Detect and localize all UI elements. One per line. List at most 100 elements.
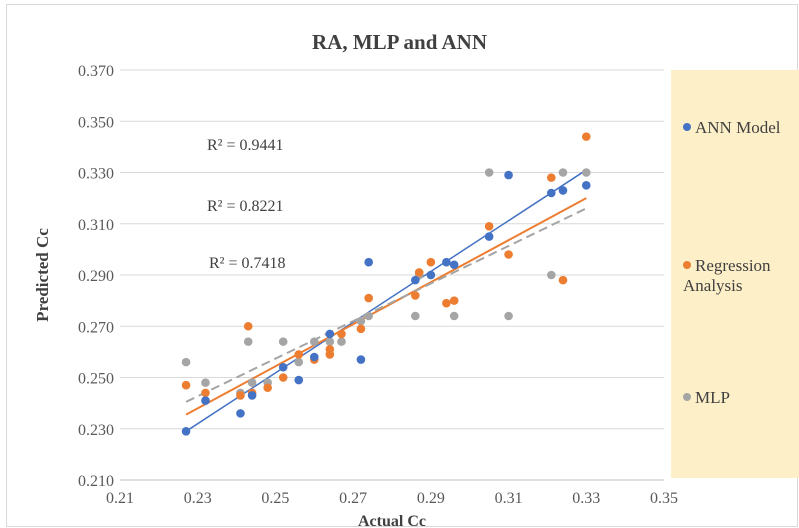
- data-point-series-2: [294, 357, 304, 367]
- legend-label-regression: Regression Analysis: [683, 256, 771, 295]
- x-tick-label: 0.31: [495, 490, 523, 507]
- x-axis-title: Actual Cc: [358, 513, 426, 528]
- data-point-series-1: [337, 329, 346, 339]
- data-point-series-2: [581, 168, 591, 177]
- grid-layer: [120, 69, 664, 430]
- data-point-series-2: [278, 337, 288, 346]
- y-tick-label: 0.330: [78, 166, 114, 183]
- data-point-series-0: [181, 427, 191, 436]
- data-point-series-1: [414, 268, 424, 277]
- trendline-2: [185, 207, 587, 403]
- data-point-series-1: [263, 383, 272, 393]
- x-tick-label: 0.33: [572, 490, 600, 507]
- y-tick-label: 0.310: [78, 217, 114, 234]
- data-point-series-2: [558, 168, 568, 177]
- legend-label-ann: ANN Model: [695, 118, 781, 137]
- legend-item-regression: Regression Analysis: [683, 256, 793, 296]
- y-axis-title: Predicted Cc: [33, 228, 52, 322]
- data-point-series-2: [201, 378, 210, 387]
- data-point-series-2: [547, 270, 556, 280]
- data-point-series-1: [504, 250, 513, 259]
- data-point-series-1: [442, 298, 451, 308]
- y-tick-label: 0.370: [78, 63, 114, 80]
- data-point-series-2: [504, 311, 513, 321]
- data-point-series-0: [356, 355, 366, 364]
- data-point-series-0: [278, 362, 288, 372]
- data-point-series-1: [181, 380, 191, 390]
- data-point-series-1: [547, 173, 556, 182]
- y-tick-label: 0.290: [78, 268, 114, 285]
- data-point-series-2: [364, 311, 373, 321]
- x-tick-label: 0.21: [106, 490, 134, 507]
- data-point-series-1: [411, 291, 420, 300]
- x-tick-label: 0.35: [650, 490, 678, 507]
- data-point-series-1: [581, 132, 591, 141]
- data-point-series-1: [278, 373, 288, 382]
- label-layer: 0.2100.2300.2500.2700.2900.3100.3300.350…: [33, 63, 678, 528]
- legend-marker-ann: [683, 123, 691, 132]
- data-point-series-1: [325, 345, 335, 354]
- y-tick-label: 0.270: [78, 319, 114, 336]
- legend-panel: [671, 70, 799, 478]
- data-point-series-2: [247, 378, 257, 387]
- x-tick-label: 0.25: [261, 490, 289, 507]
- data-point-series-0: [547, 188, 556, 198]
- trendline-1: [185, 197, 587, 416]
- data-point-series-2: [449, 311, 459, 321]
- data-point-series-1: [449, 296, 459, 305]
- data-point-series-0: [581, 181, 591, 190]
- data-point-series-1: [294, 350, 304, 359]
- x-tick-label: 0.27: [339, 490, 367, 507]
- data-point-series-1: [356, 324, 366, 334]
- data-point-series-2: [181, 357, 191, 367]
- legend-marker-regression: [683, 261, 691, 270]
- data-point-series-1: [484, 222, 494, 231]
- data-point-series-0: [294, 375, 304, 385]
- legend-item-mlp: MLP: [683, 388, 730, 408]
- point-layer: [181, 132, 591, 436]
- data-point-series-2: [309, 337, 319, 346]
- data-point-series-1: [364, 293, 373, 303]
- r2-label-regression: R² = 0.8221: [207, 198, 284, 215]
- r2-label-mlp: R² = 0.7418: [209, 255, 286, 272]
- data-point-series-1: [558, 275, 568, 285]
- data-point-series-0: [309, 352, 319, 362]
- data-point-series-2: [411, 311, 420, 321]
- data-point-series-0: [558, 186, 568, 195]
- data-point-series-1: [236, 391, 245, 400]
- data-point-series-2: [484, 168, 494, 177]
- data-point-series-2: [356, 316, 366, 326]
- data-point-series-0: [484, 232, 494, 241]
- legend-item-ann: ANN Model: [683, 118, 780, 138]
- data-point-series-0: [504, 170, 513, 180]
- legend-label-mlp: MLP: [695, 388, 730, 407]
- x-tick-label: 0.23: [184, 490, 212, 507]
- data-point-series-0: [201, 396, 210, 405]
- r2-label-ann: R² = 0.9441: [207, 137, 284, 154]
- data-point-series-2: [337, 337, 346, 346]
- data-point-series-1: [426, 257, 436, 267]
- data-point-series-1: [201, 388, 210, 398]
- data-point-series-0: [426, 270, 436, 280]
- data-point-series-0: [442, 257, 451, 267]
- data-point-series-0: [449, 260, 459, 270]
- chart-title: RA, MLP and ANN: [311, 30, 488, 54]
- y-tick-label: 0.250: [78, 371, 114, 388]
- data-point-series-0: [325, 329, 335, 339]
- data-point-series-1: [243, 321, 253, 331]
- x-tick-label: 0.29: [417, 490, 445, 507]
- data-point-series-2: [325, 337, 335, 346]
- y-tick-label: 0.230: [78, 422, 114, 439]
- trendline-0: [185, 169, 587, 432]
- data-point-series-0: [364, 257, 373, 267]
- chart-frame: [6, 4, 798, 527]
- data-point-series-0: [236, 409, 245, 418]
- legend-marker-mlp: [683, 393, 691, 402]
- data-point-series-0: [247, 391, 257, 400]
- data-point-series-0: [411, 275, 420, 285]
- y-tick-label: 0.210: [78, 473, 114, 490]
- data-point-series-2: [243, 337, 253, 346]
- y-tick-label: 0.350: [78, 114, 114, 131]
